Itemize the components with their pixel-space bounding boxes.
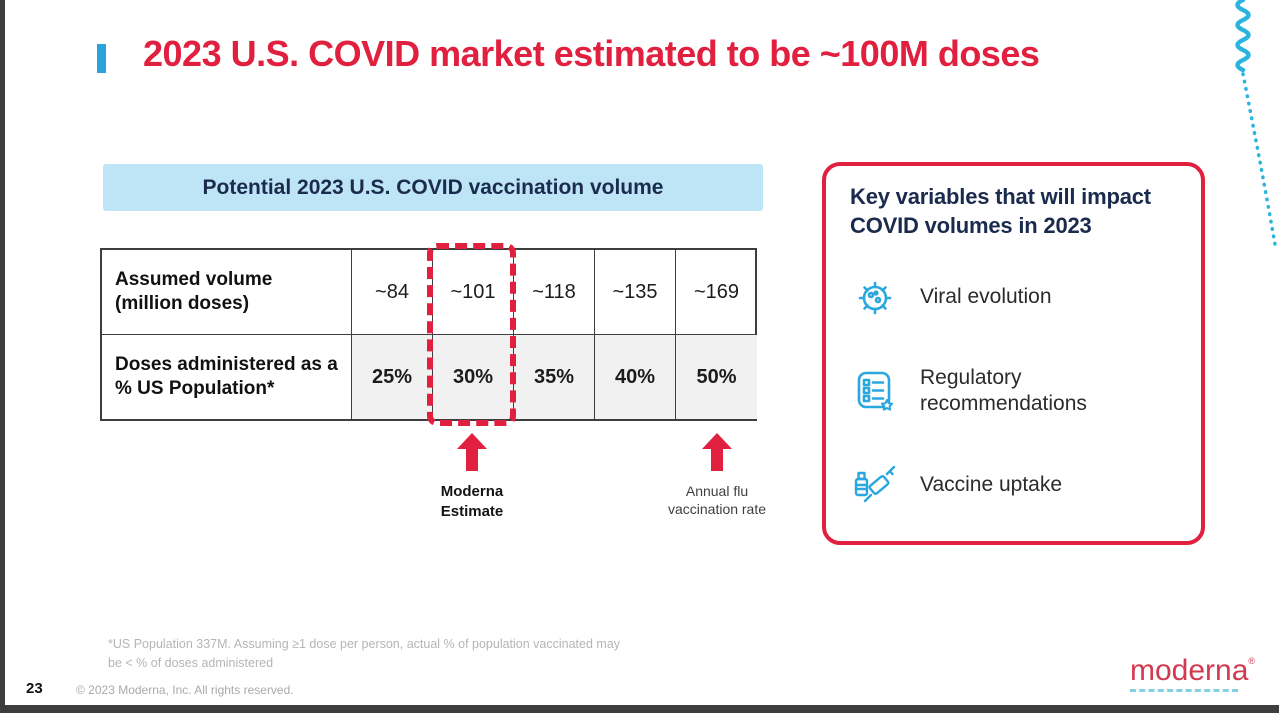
section-banner: Potential 2023 U.S. COVID vaccination vo… — [103, 164, 763, 211]
key-variable-item: Viral evolution — [850, 266, 1145, 328]
table-row-label: Assumed volume (million doses) — [102, 250, 352, 335]
table-cell-highlighted: ~101 — [433, 250, 514, 335]
slide-title: 2023 U.S. COVID market estimated to be ~… — [143, 33, 1040, 74]
section-banner-label: Potential 2023 U.S. COVID vaccination vo… — [202, 175, 664, 199]
syringe-icon — [850, 458, 900, 512]
table-row-label: Doses administered as a % US Population* — [102, 335, 352, 419]
vaccination-volume-table: Assumed volume (million doses) ~84 ~101 … — [100, 248, 757, 421]
slide-bottom-edge — [0, 705, 1279, 713]
table-cell: 35% — [514, 335, 595, 419]
table-cell: ~118 — [514, 250, 595, 335]
slide-left-edge — [0, 0, 5, 713]
table-cell: ~169 — [676, 250, 757, 335]
moderna-logo: moderna® — [1130, 656, 1255, 692]
page-number: 23 — [26, 680, 43, 697]
table-cell: 50% — [676, 335, 757, 419]
moderna-estimate-arrow-icon — [457, 433, 487, 471]
table-cell: 25% — [352, 335, 433, 419]
flu-rate-label: Annual flu vaccination rate — [667, 483, 767, 518]
key-variable-label: Vaccine uptake — [920, 473, 1063, 497]
squiggle-decoration-icon — [1235, 0, 1278, 252]
title-accent-bar — [97, 44, 106, 73]
key-variable-label: Viral evolution — [920, 285, 1052, 309]
table-cell: ~135 — [595, 250, 676, 335]
table-cell: ~84 — [352, 250, 433, 335]
moderna-estimate-label: Moderna Estimate — [440, 483, 504, 521]
flu-rate-arrow-icon — [702, 433, 732, 471]
footnote: *US Population 337M. Assuming ≥1 dose pe… — [108, 637, 621, 670]
checklist-icon — [850, 364, 900, 418]
copyright-text: © 2023 Moderna, Inc. All rights reserved… — [76, 683, 294, 697]
key-variable-item: Regulatory recommendations — [850, 360, 1145, 422]
key-variables-panel: Key variables that will impact COVID vol… — [822, 162, 1205, 545]
logo-dashed-underline — [1130, 689, 1238, 692]
key-variable-label: Regulatory recommendations — [920, 366, 1087, 415]
table-cell: 40% — [595, 335, 676, 419]
key-variable-item: Vaccine uptake — [850, 454, 1145, 516]
virus-icon — [850, 270, 900, 324]
table-cell-highlighted: 30% — [433, 335, 514, 419]
key-variables-title: Key variables that will impact COVID vol… — [850, 184, 1151, 239]
